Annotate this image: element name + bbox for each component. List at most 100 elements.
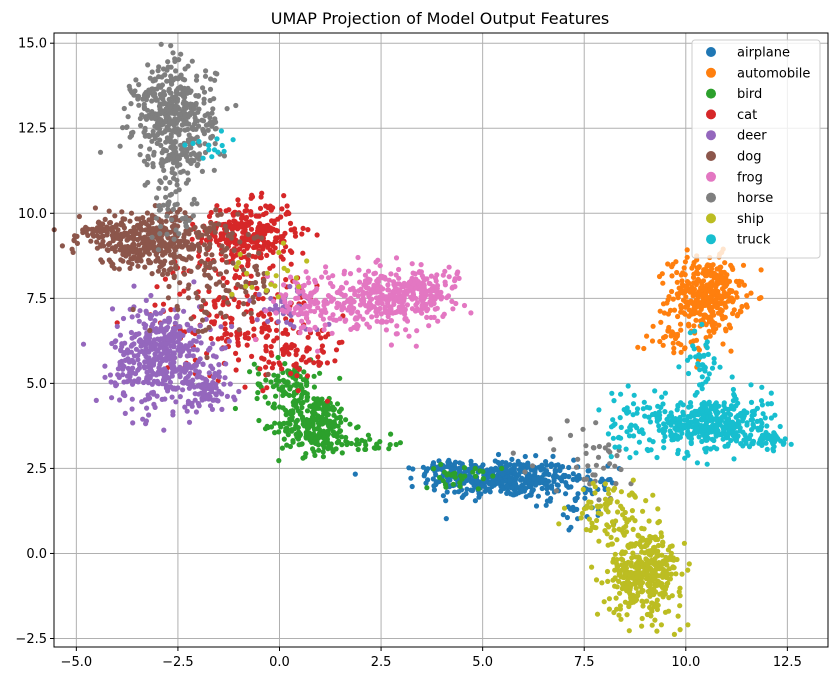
- horse-point: [575, 456, 581, 462]
- frog-point: [432, 306, 438, 312]
- ship-point: [586, 516, 593, 522]
- frog-point: [411, 281, 417, 287]
- automobile-point: [714, 279, 721, 285]
- dog-point: [186, 282, 192, 288]
- horse-point: [189, 58, 195, 64]
- automobile-point: [734, 294, 740, 300]
- automobile-point: [702, 312, 709, 319]
- cat-point: [268, 207, 274, 213]
- cat-point: [299, 231, 305, 237]
- deer-point: [143, 297, 149, 303]
- dog-point: [107, 240, 113, 246]
- dog-point: [132, 227, 138, 233]
- frog-point: [347, 271, 354, 277]
- horse-point: [203, 122, 209, 128]
- bird-point: [263, 377, 269, 383]
- bird-point: [294, 417, 300, 423]
- horse-point: [212, 70, 218, 76]
- automobile-point: [705, 299, 711, 306]
- dog-point: [170, 259, 176, 265]
- dog-point: [160, 271, 166, 278]
- horse-point: [159, 82, 165, 88]
- bird-point: [440, 478, 446, 484]
- automobile-point: [723, 304, 729, 310]
- deer-point: [119, 341, 125, 347]
- horse-point: [184, 89, 190, 95]
- horse-point: [161, 147, 167, 153]
- horse-point: [149, 69, 155, 75]
- ship-point: [635, 593, 641, 599]
- horse-point: [185, 63, 191, 69]
- horse-point: [553, 488, 560, 494]
- ship-point: [649, 600, 655, 606]
- frog-point: [379, 292, 385, 298]
- frog-point: [325, 275, 332, 281]
- automobile-point: [683, 284, 690, 290]
- dog-point: [195, 264, 201, 270]
- horse-point: [581, 476, 587, 482]
- dog-point: [183, 257, 189, 263]
- airplane-point: [463, 491, 469, 497]
- deer-point: [212, 370, 218, 377]
- deer-point: [131, 353, 137, 359]
- truck-point: [748, 399, 755, 405]
- bird-point: [272, 430, 278, 436]
- dog-point: [121, 225, 127, 231]
- horse-point: [189, 101, 195, 108]
- frog-point: [336, 301, 342, 307]
- ship-point: [633, 540, 639, 547]
- dog-point: [203, 251, 209, 257]
- dog-point: [240, 267, 247, 273]
- bird-point: [279, 384, 286, 390]
- frog-point: [318, 308, 324, 314]
- horse-point: [138, 143, 144, 149]
- dog-point: [212, 229, 218, 235]
- cat-point: [260, 388, 266, 394]
- horse-point: [136, 102, 142, 108]
- horse-point: [177, 162, 183, 168]
- dog-point: [101, 243, 107, 249]
- horse-point: [165, 59, 171, 65]
- automobile-point: [702, 266, 708, 273]
- cat-point: [217, 294, 223, 301]
- dog-point: [237, 239, 243, 245]
- horse-point: [121, 105, 127, 112]
- ship-point: [635, 533, 641, 539]
- ship-point: [676, 589, 682, 595]
- dog-point: [220, 283, 226, 289]
- horse-point: [201, 96, 207, 102]
- bird-point: [312, 417, 318, 423]
- ship-point: [589, 524, 595, 530]
- horse-point: [208, 135, 214, 141]
- horse-point: [164, 231, 170, 237]
- horse-point: [117, 143, 123, 149]
- deer-point: [163, 327, 169, 333]
- frog-point: [336, 290, 342, 296]
- frog-point: [405, 283, 411, 289]
- dog-point: [255, 271, 261, 277]
- dog-point: [217, 271, 224, 277]
- dog-point: [70, 249, 76, 255]
- airplane-point: [570, 476, 576, 483]
- deer-point: [196, 334, 202, 340]
- frog-point: [358, 286, 364, 292]
- bird-point: [303, 435, 309, 441]
- cat-point: [270, 361, 277, 367]
- frog-point: [446, 274, 452, 280]
- automobile-point: [664, 300, 670, 306]
- automobile-point: [635, 344, 641, 350]
- ship-point: [638, 575, 645, 581]
- automobile-point: [641, 345, 647, 352]
- automobile-point: [678, 327, 684, 333]
- dog-point: [124, 237, 130, 243]
- deer-point: [102, 363, 108, 369]
- frog-point: [461, 302, 468, 309]
- truck-point: [708, 414, 714, 420]
- ship-point: [677, 603, 683, 609]
- horse-point: [182, 77, 188, 83]
- deer-point: [191, 338, 197, 344]
- horse-point: [188, 157, 194, 163]
- dog-point: [229, 230, 235, 236]
- dog-point: [131, 236, 137, 242]
- horse-point: [201, 89, 208, 95]
